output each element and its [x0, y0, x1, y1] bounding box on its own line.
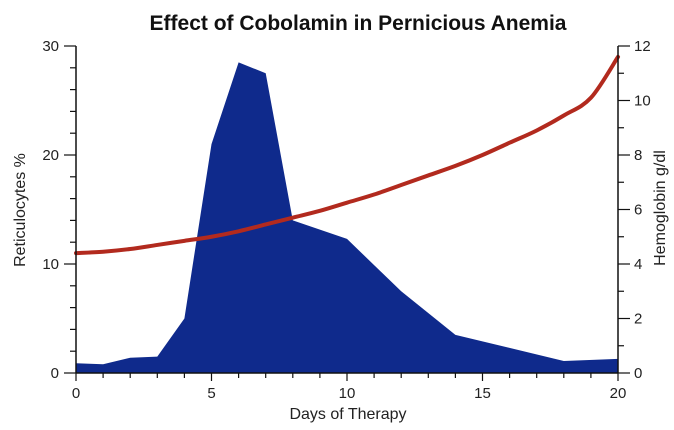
- x-tick-label-5: 5: [207, 385, 215, 402]
- y-right-tick-label-12: 12: [634, 38, 651, 55]
- y-left-tick-label-20: 20: [42, 147, 59, 164]
- y-right-tick-label-2: 2: [634, 311, 642, 328]
- x-tick-label-20: 20: [610, 385, 627, 402]
- x-tick-label-15: 15: [474, 385, 491, 402]
- plot-area: [74, 54, 620, 373]
- y-left-tick-label-0: 0: [51, 365, 59, 382]
- x-tick-label-10: 10: [339, 385, 356, 402]
- reticulocytes-area: [76, 62, 618, 373]
- y-left-tick-label-10: 10: [42, 256, 59, 273]
- axes: 0 5 10 15 20 0 10 20 30 0 2 4 6 8 10 12: [42, 38, 650, 402]
- y-right-axis-label: Hemoglobin g/dl: [652, 150, 669, 266]
- y-right-tick-label-4: 4: [634, 256, 642, 273]
- y-right-tick-label-0: 0: [634, 365, 642, 382]
- hemoglobin-line: [74, 54, 620, 256]
- x-tick-label-0: 0: [72, 385, 80, 402]
- chart-title: Effect of Cobolamin in Pernicious Anemia: [150, 12, 567, 35]
- y-left-tick-label-30: 30: [42, 38, 59, 55]
- y-right-tick-label-8: 8: [634, 147, 642, 164]
- y-right-tick-label-6: 6: [634, 202, 642, 219]
- y-left-axis-label: Reticulocytes %: [12, 153, 29, 267]
- x-axis-label: Days of Therapy: [289, 406, 406, 423]
- y-right-tick-label-10: 10: [634, 93, 651, 110]
